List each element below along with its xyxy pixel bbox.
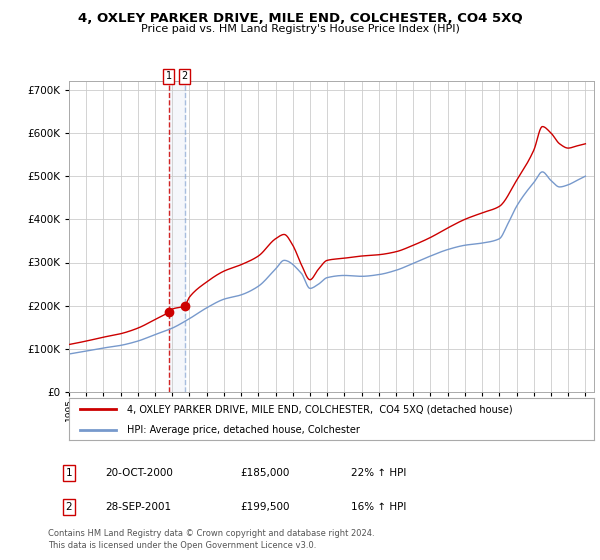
Text: 22% ↑ HPI: 22% ↑ HPI bbox=[351, 468, 406, 478]
Text: 4, OXLEY PARKER DRIVE, MILE END, COLCHESTER, CO4 5XQ: 4, OXLEY PARKER DRIVE, MILE END, COLCHES… bbox=[77, 12, 523, 25]
Text: 1: 1 bbox=[65, 468, 73, 478]
Text: 1: 1 bbox=[166, 71, 172, 81]
Text: 2: 2 bbox=[65, 502, 73, 512]
Text: 2: 2 bbox=[181, 71, 188, 81]
Text: 28-SEP-2001: 28-SEP-2001 bbox=[105, 502, 171, 512]
Text: £185,000: £185,000 bbox=[240, 468, 289, 478]
Text: Price paid vs. HM Land Registry's House Price Index (HPI): Price paid vs. HM Land Registry's House … bbox=[140, 24, 460, 34]
Text: 4, OXLEY PARKER DRIVE, MILE END, COLCHESTER,  CO4 5XQ (detached house): 4, OXLEY PARKER DRIVE, MILE END, COLCHES… bbox=[127, 404, 512, 414]
Text: This data is licensed under the Open Government Licence v3.0.: This data is licensed under the Open Gov… bbox=[48, 541, 316, 550]
Text: HPI: Average price, detached house, Colchester: HPI: Average price, detached house, Colc… bbox=[127, 424, 359, 435]
Text: £199,500: £199,500 bbox=[240, 502, 290, 512]
Text: 20-OCT-2000: 20-OCT-2000 bbox=[105, 468, 173, 478]
Text: 16% ↑ HPI: 16% ↑ HPI bbox=[351, 502, 406, 512]
Text: Contains HM Land Registry data © Crown copyright and database right 2024.: Contains HM Land Registry data © Crown c… bbox=[48, 529, 374, 538]
Bar bbox=[169, 81, 185, 392]
